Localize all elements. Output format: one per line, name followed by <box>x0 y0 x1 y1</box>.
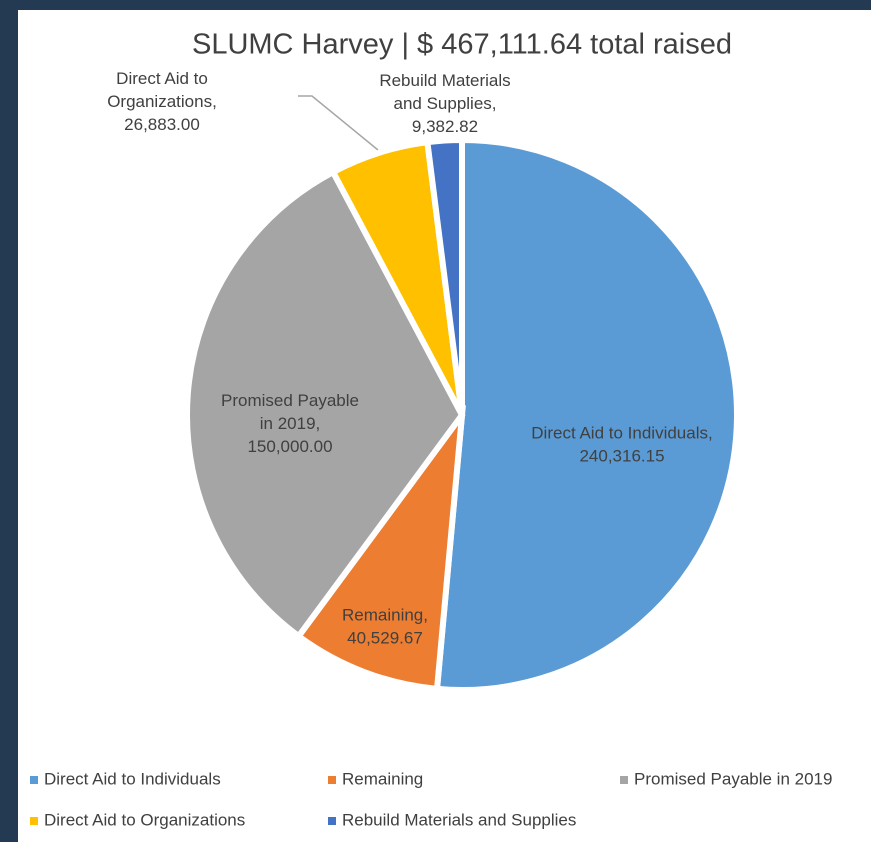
data-label: Remaining, 40,529.67 <box>342 606 428 648</box>
legend-swatch <box>328 817 336 825</box>
data-label-line: Rebuild Materials <box>379 71 510 90</box>
legend-label: Remaining <box>342 769 423 788</box>
legend-swatch <box>328 776 336 784</box>
data-label-line: and Supplies, <box>393 94 496 113</box>
pie-slice <box>433 136 740 693</box>
data-label-line: 40,529.67 <box>347 629 423 648</box>
data-label-line: Direct Aid to <box>116 69 208 88</box>
data-label-line: 26,883.00 <box>124 115 200 134</box>
data-label: Direct Aid to Individuals, 240,316.15 <box>531 424 712 466</box>
legend-swatch <box>620 776 628 784</box>
data-label-line: Direct Aid to Individuals, <box>531 424 712 443</box>
legend-label: Promised Payable in 2019 <box>634 769 832 788</box>
data-label: Rebuild Materials and Supplies, 9,382.82 <box>379 71 510 136</box>
data-label-line: 9,382.82 <box>412 117 478 136</box>
data-label-line: 240,316.15 <box>579 447 664 466</box>
legend-label: Rebuild Materials and Supplies <box>342 810 576 829</box>
pie-slice <box>294 404 466 693</box>
data-label: Direct Aid to Organizations, 26,883.00 <box>107 69 217 134</box>
pie-slice <box>424 136 465 416</box>
data-label-line: 150,000.00 <box>247 437 332 456</box>
legend-label: Direct Aid to Individuals <box>44 769 221 788</box>
data-label-line: Organizations, <box>107 92 217 111</box>
data-label: Promised Payable in 2019, 150,000.00 <box>221 391 359 456</box>
legend-swatch <box>30 817 38 825</box>
chart-title: SLUMC Harvey | $ 467,111.64 total raised <box>192 29 732 61</box>
data-label-line: Promised Payable <box>221 391 359 410</box>
leader-line <box>298 95 379 151</box>
legend-label: Direct Aid to Organizations <box>44 810 245 829</box>
data-label-line: in 2019, <box>260 414 321 433</box>
legend-swatch <box>30 776 38 784</box>
data-label-line: Remaining, <box>342 606 428 625</box>
